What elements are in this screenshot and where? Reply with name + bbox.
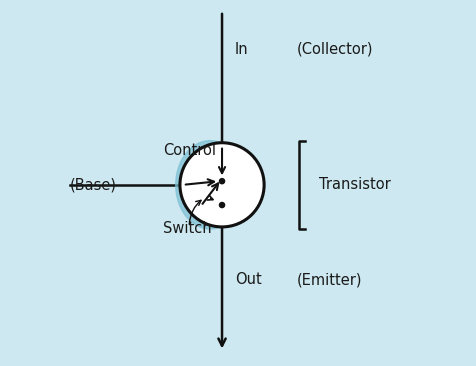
Text: Switch: Switch [163, 221, 212, 236]
Text: Out: Out [234, 273, 261, 287]
Circle shape [219, 202, 224, 208]
Text: (Emitter): (Emitter) [297, 273, 362, 287]
Text: (Base): (Base) [70, 178, 117, 192]
Text: (Collector): (Collector) [297, 42, 373, 57]
Text: In: In [234, 42, 248, 57]
Circle shape [219, 179, 224, 184]
Text: Control: Control [163, 143, 216, 158]
Polygon shape [175, 141, 232, 229]
Circle shape [179, 143, 264, 227]
Text: Transistor: Transistor [318, 178, 390, 192]
